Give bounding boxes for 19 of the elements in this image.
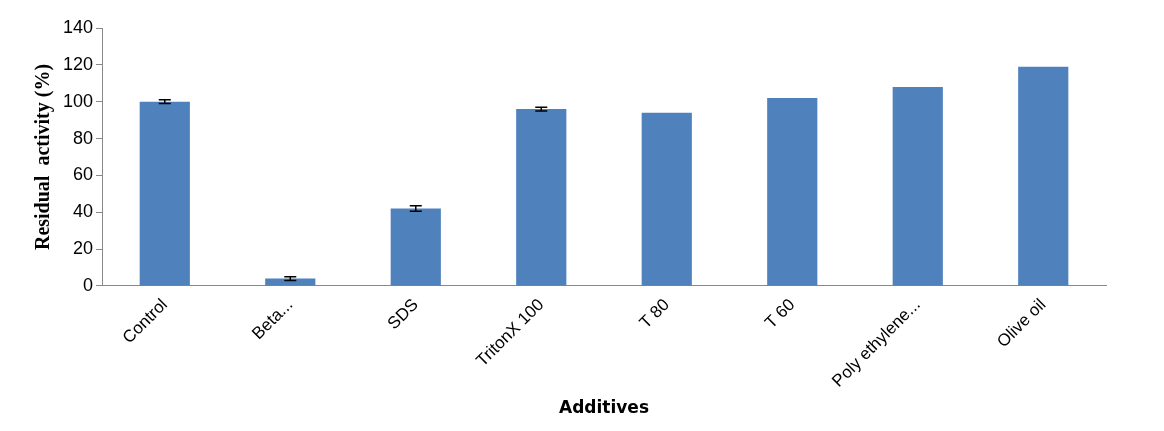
x-axis-title: Additives (559, 397, 650, 418)
y-tick-label: 40 (73, 201, 94, 222)
x-tick-label: T 80 (635, 294, 673, 333)
y-tick-label: 120 (62, 53, 94, 74)
bar (641, 112, 692, 286)
y-tick-label: 80 (73, 127, 94, 148)
bar (1018, 66, 1069, 286)
y-tick-label: 20 (73, 238, 94, 259)
bar (390, 208, 441, 286)
y-tick-label: 100 (62, 90, 94, 111)
bar (516, 109, 567, 286)
y-tick-label: 140 (62, 16, 94, 37)
bar (767, 98, 818, 286)
y-axis-title: Residual activity (%) (31, 63, 55, 251)
y-tick-label: 60 (73, 164, 94, 185)
x-tick-label: T 60 (761, 294, 799, 333)
bar (139, 101, 190, 286)
bar (892, 86, 943, 286)
y-tick-label: 0 (83, 274, 94, 295)
